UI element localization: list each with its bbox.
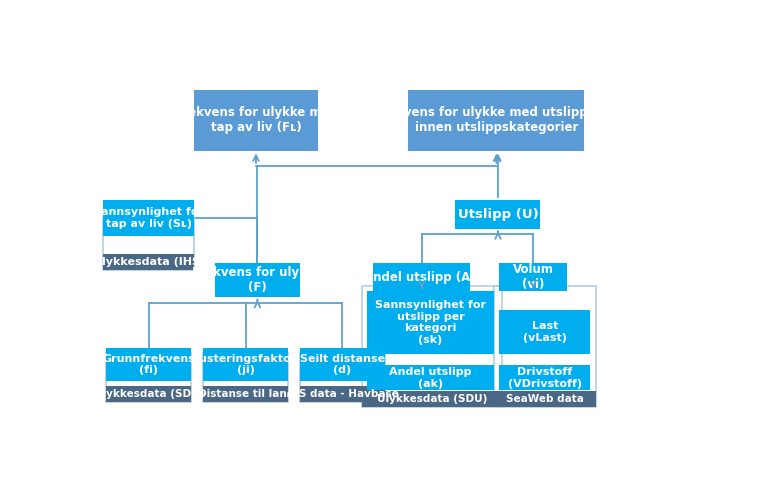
Text: Ulykkesdata (IHS): Ulykkesdata (IHS) xyxy=(93,257,205,267)
Text: Drivstoff
(VDrivstoff): Drivstoff (VDrivstoff) xyxy=(508,367,582,389)
FancyBboxPatch shape xyxy=(104,253,195,270)
FancyBboxPatch shape xyxy=(500,310,590,354)
FancyBboxPatch shape xyxy=(106,386,192,402)
FancyBboxPatch shape xyxy=(215,263,300,297)
Text: SeaWeb data: SeaWeb data xyxy=(506,394,584,405)
FancyBboxPatch shape xyxy=(500,263,567,291)
Text: AIS data - Havbase: AIS data - Havbase xyxy=(287,389,398,399)
FancyBboxPatch shape xyxy=(106,348,192,381)
Text: Justeringsfaktor
(ji): Justeringsfaktor (ji) xyxy=(195,354,296,375)
FancyBboxPatch shape xyxy=(367,291,494,354)
FancyBboxPatch shape xyxy=(500,366,590,390)
FancyBboxPatch shape xyxy=(373,263,470,291)
Text: Sannsynlighet for
utslipp per
kategori
(sk): Sannsynlighet for utslipp per kategori (… xyxy=(375,300,486,345)
FancyBboxPatch shape xyxy=(104,200,195,236)
Text: Grunnfrekvens
(fi): Grunnfrekvens (fi) xyxy=(102,354,195,375)
Text: Last
(vLast): Last (vLast) xyxy=(523,322,567,343)
Text: Ulykkesdata (SDU): Ulykkesdata (SDU) xyxy=(377,394,488,405)
FancyBboxPatch shape xyxy=(456,200,540,229)
FancyBboxPatch shape xyxy=(203,386,288,402)
FancyBboxPatch shape xyxy=(300,386,385,402)
FancyBboxPatch shape xyxy=(494,391,597,408)
Text: Frekvens for ulykke
(F): Frekvens for ulykke (F) xyxy=(192,266,322,294)
Text: Ulykkesdata (SDU): Ulykkesdata (SDU) xyxy=(94,389,204,399)
Text: Andel utslipp (Ai): Andel utslipp (Ai) xyxy=(364,271,479,284)
Text: Frekvens for ulykke med utslipp (Fu)
innen utslippskategorier: Frekvens for ulykke med utslipp (Fu) inn… xyxy=(375,106,618,134)
Text: Seilt distanse
(d): Seilt distanse (d) xyxy=(300,354,385,375)
FancyBboxPatch shape xyxy=(203,348,288,381)
Text: Frekvens for ulykke med
tap av liv (Fʟ): Frekvens for ulykke med tap av liv (Fʟ) xyxy=(175,106,338,134)
Text: Volum
(vi): Volum (vi) xyxy=(512,263,553,291)
FancyBboxPatch shape xyxy=(195,90,318,151)
Text: Andel utslipp
(ak): Andel utslipp (ak) xyxy=(389,367,472,389)
FancyBboxPatch shape xyxy=(367,366,494,390)
Text: Utslipp (U): Utslipp (U) xyxy=(457,208,538,221)
Text: Sannsynlighet for
tap av liv (Sʟ): Sannsynlighet for tap av liv (Sʟ) xyxy=(93,207,204,229)
FancyBboxPatch shape xyxy=(362,391,503,408)
FancyBboxPatch shape xyxy=(300,348,385,381)
Text: Distanse til land: Distanse til land xyxy=(198,389,294,399)
FancyBboxPatch shape xyxy=(409,90,584,151)
